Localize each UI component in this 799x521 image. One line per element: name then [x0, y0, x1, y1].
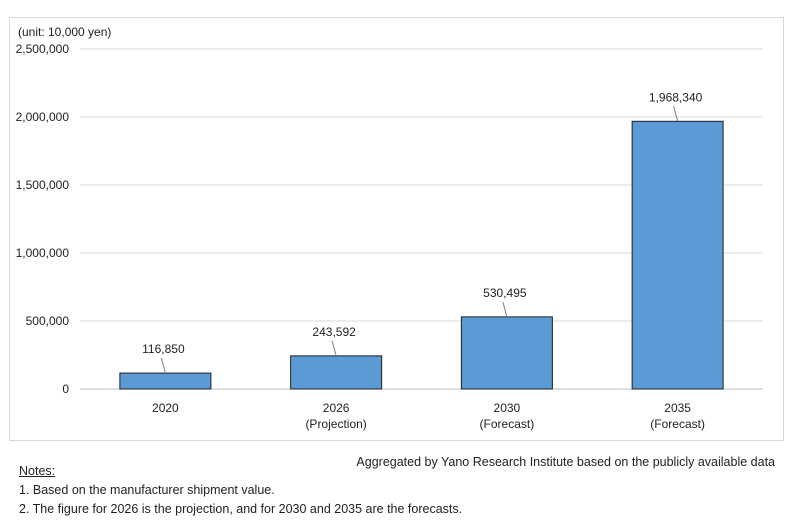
data-label-leader: [502, 301, 508, 317]
x-tick-label: 2026: [323, 401, 350, 415]
data-label: 530,495: [483, 286, 527, 300]
data-label-leader: [160, 357, 166, 374]
x-tick-sublabel: (Projection): [305, 417, 366, 431]
notes-title: Notes:: [19, 464, 56, 478]
x-tick-sublabel: (Forecast): [480, 417, 535, 431]
y-tick-label: 1,000,000: [16, 246, 70, 260]
data-label: 116,850: [142, 342, 185, 356]
x-tick-label: 2030: [494, 401, 521, 415]
data-label: 1,968,340: [649, 90, 703, 104]
y-tick-label: 0: [62, 382, 69, 396]
bar: [119, 372, 212, 390]
unit-label: (unit: 10,000 yen): [18, 25, 112, 39]
notes-block: Notes: 1. Based on the manufacturer ship…: [19, 462, 462, 519]
data-label-leader: [673, 106, 679, 122]
data-label: 243,592: [312, 325, 356, 339]
x-tick-label: 2035: [664, 401, 691, 415]
data-label-leader: [331, 340, 337, 357]
y-tick-label: 2,000,000: [16, 110, 70, 124]
bar: [631, 120, 724, 390]
x-tick-label: 2020: [152, 401, 179, 415]
y-tick-label: 500,000: [26, 314, 70, 328]
y-tick-label: 2,500,000: [16, 42, 70, 56]
y-tick-label: 1,500,000: [16, 178, 70, 192]
bar: [460, 316, 553, 390]
chart-frame: [9, 17, 784, 441]
note-item-1: 1. Based on the manufacturer shipment va…: [19, 483, 275, 497]
source-note: Aggregated by Yano Research Institute ba…: [356, 455, 775, 469]
note-item-2: 2. The figure for 2026 is the projection…: [19, 502, 463, 516]
x-tick-sublabel: (Forecast): [650, 417, 705, 431]
bar: [290, 355, 383, 390]
